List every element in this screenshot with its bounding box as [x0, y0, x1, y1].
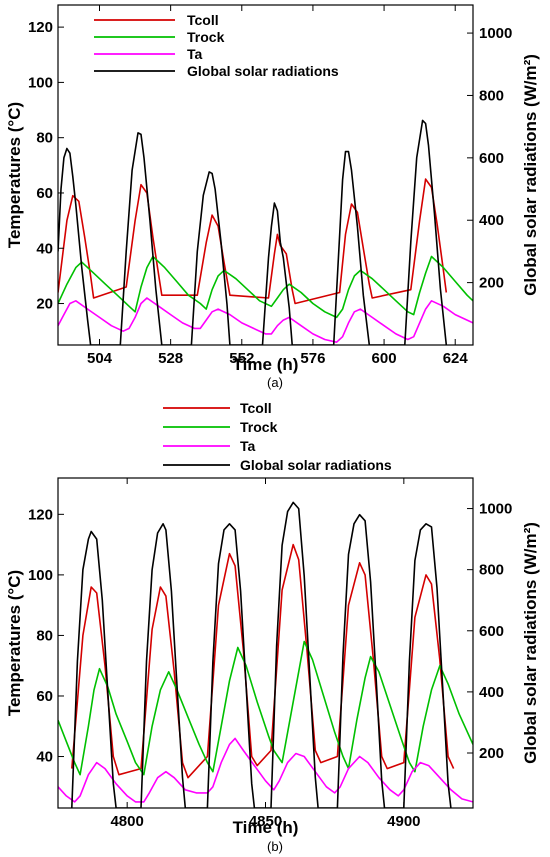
x-tick-label: 552 [229, 350, 254, 367]
y-left-tick-label: 20 [36, 296, 53, 313]
x-axis-label: Time (h) [233, 355, 299, 374]
y-right-tick-label: 800 [479, 562, 504, 579]
figure-caption: (a) [267, 375, 283, 390]
x-tick-label: 504 [87, 350, 113, 367]
x-tick-label: 576 [300, 350, 325, 367]
legend: Tcoll Trock Ta Global solar radiations [163, 400, 392, 473]
x-tick-label: 4900 [387, 813, 420, 830]
y-right-tick-label: 600 [479, 150, 504, 167]
series-line-ta [58, 737, 473, 803]
x-tick-label: 624 [443, 350, 469, 367]
series-line-trock [58, 255, 473, 319]
legend-label: Global solar radiations [187, 63, 339, 79]
x-tick-label: 600 [372, 350, 397, 367]
chart-0: 504 528 552 576 600 624 20 40 60 80 100 120 200 400 60… [5, 4, 540, 390]
y-left-tick-label: 60 [36, 688, 53, 705]
y-left-tick-label: 120 [28, 19, 53, 36]
y-left-axis-label: Temperatures (°C) [5, 570, 24, 716]
legend-label: Ta [240, 438, 256, 454]
x-tick-label: 528 [158, 350, 183, 367]
x-axis-label: Time (h) [233, 818, 299, 837]
y-right-tick-label: 400 [479, 684, 504, 701]
y-right-tick-label: 400 [479, 212, 504, 229]
y-left-axis-label: Temperatures (°C) [5, 102, 24, 248]
y-left-tick-label: 40 [36, 749, 53, 766]
legend-label: Tcoll [240, 400, 272, 416]
y-right-axis-label: Global solar radiations (W/m²) [521, 54, 540, 296]
y-right-tick-label: 600 [479, 623, 504, 640]
y-left-tick-label: 80 [36, 627, 53, 644]
y-right-tick-label: 800 [479, 87, 504, 104]
legend-label: Ta [187, 46, 203, 62]
y-left-tick-label: 100 [28, 567, 53, 584]
plot-frame [57, 4, 474, 346]
y-left-tick-label: 100 [28, 74, 53, 91]
series-line-global-solar-radiations [58, 119, 448, 345]
series-line-ta [58, 297, 473, 343]
legend-label: Trock [240, 419, 278, 435]
series-line-tcoll [58, 178, 448, 305]
legend-label: Global solar radiations [240, 457, 392, 473]
y-right-tick-label: 200 [479, 745, 504, 762]
y-right-tick-label: 1000 [479, 25, 512, 42]
x-tick-label: 4850 [249, 813, 282, 830]
y-right-tick-label: 200 [479, 275, 504, 292]
y-right-tick-label: 1000 [479, 501, 512, 518]
x-tick-label: 4800 [110, 813, 143, 830]
figure-caption: (b) [267, 839, 283, 854]
y-left-tick-label: 40 [36, 240, 53, 257]
chart-1: 4800 4850 4900 40 60 80 100 120 200 400 600 800 1000… [5, 400, 540, 854]
y-left-tick-label: 120 [28, 506, 53, 523]
y-left-tick-label: 80 [36, 130, 53, 147]
series-line-trock [58, 640, 473, 776]
y-right-axis-label: Global solar radiations (W/m²) [521, 522, 540, 764]
series-line-tcoll [71, 543, 455, 779]
legend-label: Trock [187, 29, 225, 45]
legend-label: Tcoll [187, 12, 219, 28]
y-left-tick-label: 60 [36, 185, 53, 202]
